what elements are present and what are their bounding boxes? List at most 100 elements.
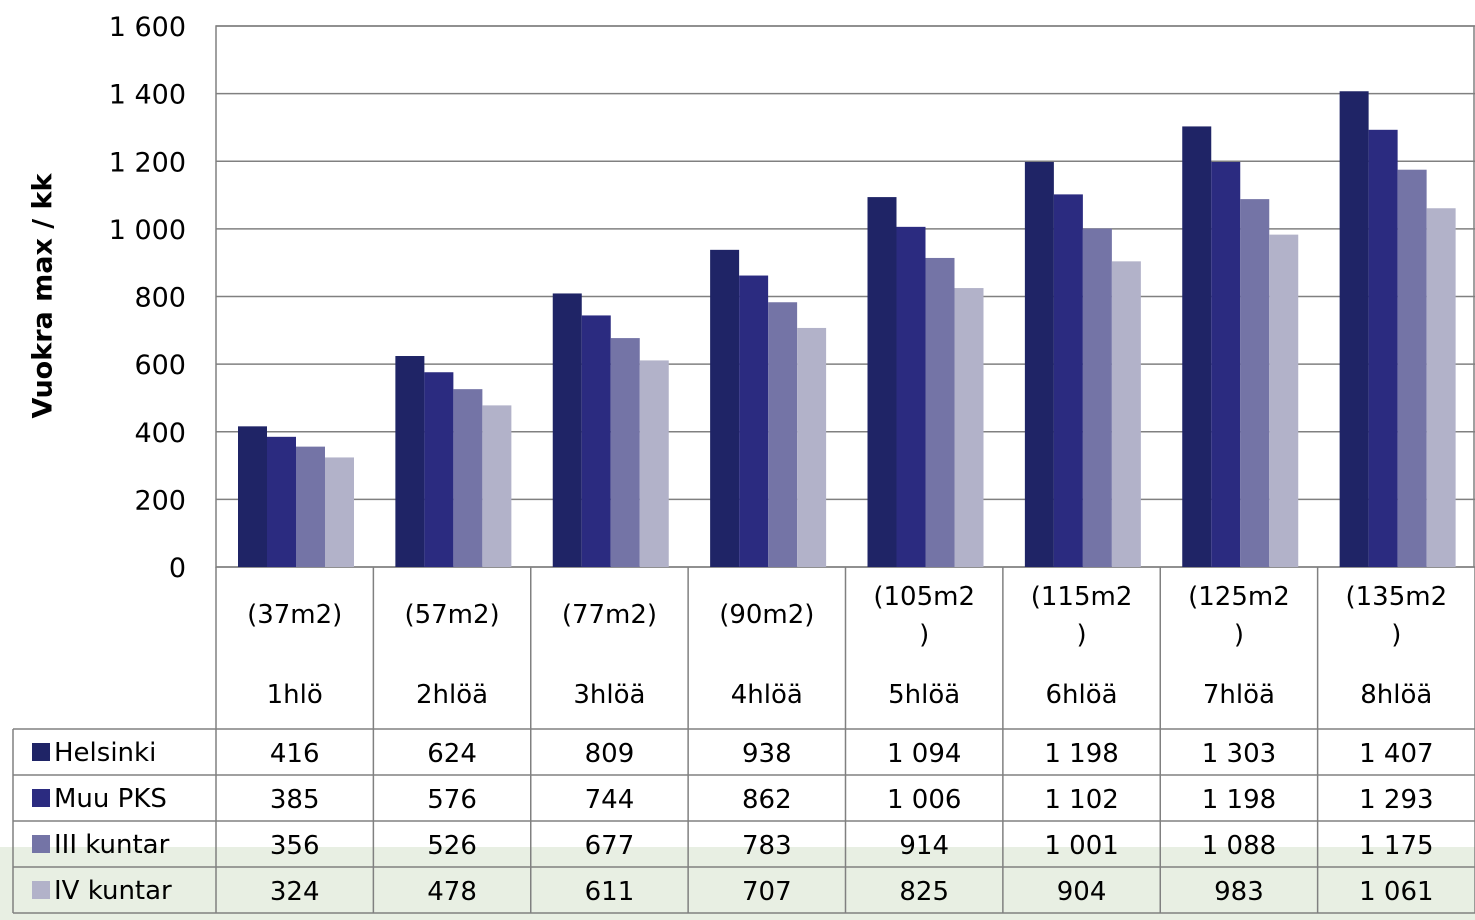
data-label: 385 — [270, 785, 320, 815]
y-tick-label: 1 200 — [109, 147, 186, 178]
y-tick-label: 1 600 — [109, 12, 186, 43]
legend-swatch — [32, 881, 50, 899]
bar — [296, 446, 325, 567]
bar — [739, 275, 769, 567]
data-label: 707 — [742, 877, 792, 907]
bar — [581, 315, 611, 567]
data-label: 904 — [1057, 877, 1107, 907]
category-persons-label: 2hlöä — [416, 680, 488, 710]
data-label: 914 — [899, 831, 949, 861]
legend-swatch — [32, 743, 50, 761]
data-label: 1 175 — [1359, 831, 1433, 861]
bar — [610, 338, 640, 567]
data-label: 783 — [742, 831, 792, 861]
y-tick-label: 800 — [134, 283, 186, 314]
bar — [395, 356, 425, 567]
data-label: 356 — [270, 831, 320, 861]
category-persons-label: 7hlöä — [1203, 680, 1275, 710]
data-label: 744 — [585, 785, 635, 815]
category-persons-label: 8hlöä — [1360, 680, 1432, 710]
bar — [1368, 129, 1398, 567]
background-band — [0, 847, 1475, 920]
bar — [1426, 208, 1456, 567]
legend-label: Helsinki — [54, 738, 156, 768]
data-label: 1 061 — [1359, 877, 1433, 907]
y-tick-label: 1 400 — [109, 80, 186, 111]
category-persons-label: 1hlö — [267, 680, 323, 710]
data-label: 677 — [585, 831, 635, 861]
y-tick-label: 1 000 — [109, 215, 186, 246]
category-size-label: ) — [919, 620, 929, 650]
bar — [896, 226, 926, 567]
bar — [1269, 234, 1299, 568]
category-size-label: (105m2 — [873, 582, 975, 612]
bar — [1211, 161, 1241, 567]
category-persons-label: 3hlöä — [573, 680, 645, 710]
data-label: 983 — [1214, 877, 1264, 907]
category-size-label: (90m2) — [719, 600, 814, 630]
legend-label: Muu PKS — [54, 784, 167, 814]
data-label: 862 — [742, 785, 792, 815]
category-size-label: ) — [1076, 620, 1086, 650]
bar — [267, 436, 296, 567]
category-size-label: (135m2 — [1345, 582, 1447, 612]
data-label: 938 — [742, 739, 792, 769]
bar — [867, 197, 897, 567]
bar — [1339, 91, 1369, 568]
data-label: 624 — [427, 739, 477, 769]
bar — [710, 249, 740, 567]
data-label: 809 — [585, 739, 635, 769]
data-label: 1 303 — [1202, 739, 1276, 769]
data-label: 1 088 — [1202, 831, 1276, 861]
category-size-label: (37m2) — [247, 600, 342, 630]
data-label: 1 094 — [887, 739, 961, 769]
bar — [954, 288, 984, 567]
category-size-label: (125m2 — [1188, 582, 1290, 612]
bar — [325, 457, 354, 567]
category-size-label: (115m2 — [1031, 582, 1133, 612]
bar — [639, 360, 669, 567]
data-label: 1 006 — [887, 785, 961, 815]
data-label: 478 — [427, 877, 477, 907]
category-size-label: (77m2) — [562, 600, 657, 630]
data-label: 1 407 — [1359, 739, 1433, 769]
y-tick-label: 400 — [134, 418, 186, 449]
y-tick-label: 0 — [169, 553, 186, 584]
legend-label: III kuntar — [54, 830, 170, 860]
category-size-label: ) — [1234, 620, 1244, 650]
data-label: 576 — [427, 785, 477, 815]
bar — [925, 257, 955, 567]
category-persons-label: 6hlöä — [1046, 680, 1118, 710]
category-persons-label: 5hlöä — [888, 680, 960, 710]
legend-swatch — [32, 789, 50, 807]
data-label: 416 — [270, 739, 320, 769]
data-label: 526 — [427, 831, 477, 861]
data-label: 1 001 — [1044, 831, 1118, 861]
bar — [1182, 126, 1212, 567]
y-tick-label: 200 — [134, 485, 186, 516]
category-size-label: ) — [1391, 620, 1401, 650]
bar — [238, 426, 267, 567]
bar — [1397, 169, 1427, 567]
bar — [797, 327, 827, 567]
bar — [424, 372, 454, 567]
category-size-label: (57m2) — [404, 600, 499, 630]
data-label: 1 293 — [1359, 785, 1433, 815]
y-tick-label: 600 — [134, 350, 186, 381]
bar — [1240, 199, 1270, 567]
bar — [453, 389, 483, 567]
bar — [482, 405, 512, 567]
legend-swatch — [32, 835, 50, 853]
legend-label: IV kuntar — [54, 876, 172, 906]
bar — [1024, 161, 1054, 567]
data-label: 1 198 — [1044, 739, 1118, 769]
data-label: 324 — [270, 877, 320, 907]
category-persons-label: 4hlöä — [731, 680, 803, 710]
data-label: 1 102 — [1044, 785, 1118, 815]
bar — [768, 302, 798, 567]
bar — [1111, 261, 1141, 567]
bar — [1053, 194, 1083, 568]
data-label: 611 — [585, 877, 635, 907]
bar — [552, 293, 582, 567]
